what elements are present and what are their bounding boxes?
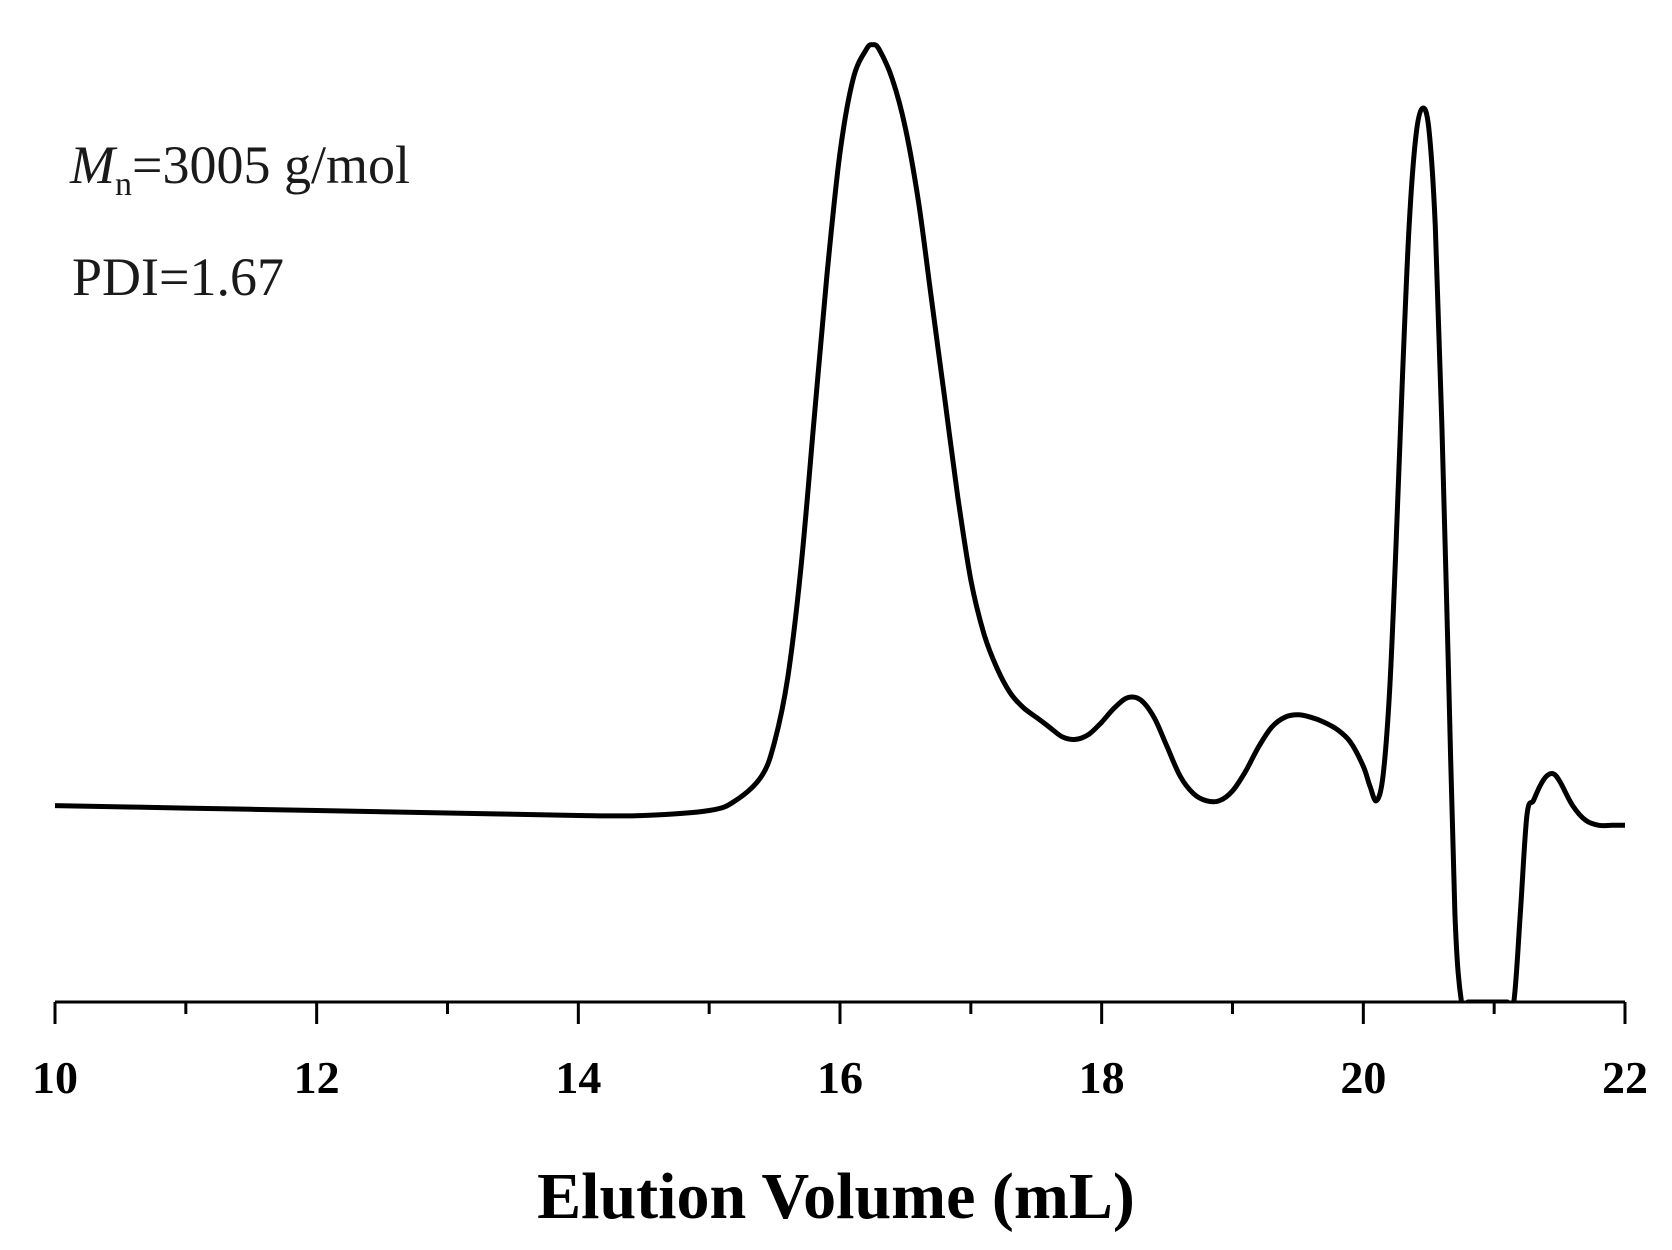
mn-annotation: Mn=3005 g/mol (69, 135, 410, 203)
x-tick-label: 18 (1079, 1052, 1125, 1103)
x-tick-label: 22 (1602, 1052, 1648, 1103)
pdi-annotation: PDI=1.67 (72, 247, 284, 307)
mn-value: =3005 g/mol (132, 135, 410, 195)
x-tick-label: 10 (32, 1052, 78, 1103)
x-tick-label: 12 (294, 1052, 340, 1103)
x-axis-title: Elution Volume (mL) (537, 1160, 1135, 1233)
x-tick-label: 20 (1340, 1052, 1386, 1103)
x-tick-label: 14 (555, 1052, 601, 1103)
mn-subscript: n (115, 166, 132, 203)
series-line-1 (54, 42, 1625, 1002)
x-tick-label: 16 (817, 1052, 863, 1103)
mn-symbol: M (69, 135, 118, 195)
